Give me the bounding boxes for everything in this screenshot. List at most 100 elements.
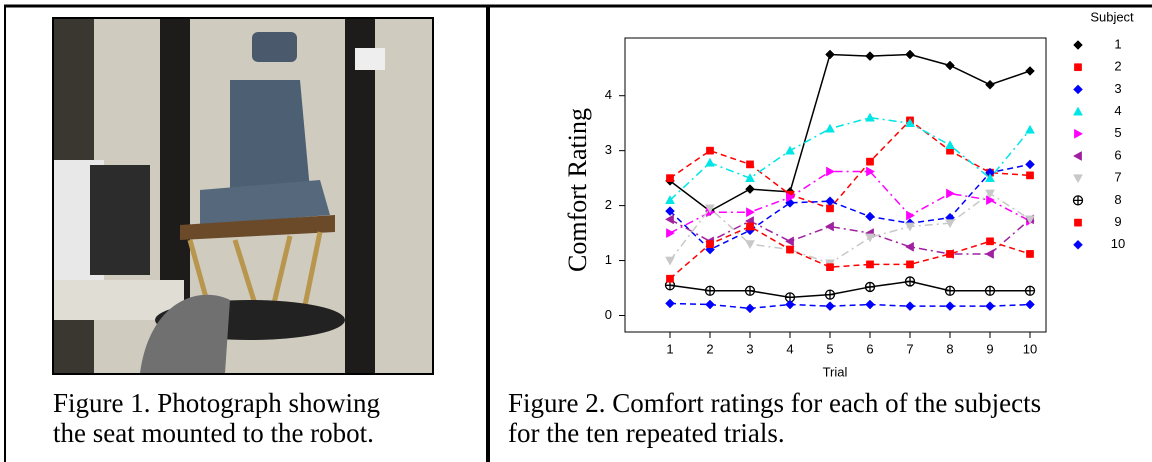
data-point	[865, 299, 875, 310]
legend-label: 4	[1114, 103, 1121, 118]
data-point	[746, 207, 756, 218]
legend-label: 6	[1114, 147, 1121, 162]
plot-frame	[624, 37, 1047, 333]
y-axis-label: Comfort Rating	[563, 108, 592, 272]
y-tick-label: 3	[605, 142, 612, 157]
photograph	[52, 17, 434, 375]
data-point	[984, 285, 996, 296]
data-point	[825, 49, 835, 60]
data-point	[1025, 299, 1035, 310]
data-point	[824, 289, 836, 300]
data-point	[744, 285, 756, 296]
figure-caption: for the ten repeated trials.	[508, 418, 785, 448]
y-tick-label: 2	[605, 197, 612, 212]
legend-marker	[1074, 63, 1082, 72]
data-point	[665, 206, 675, 216]
data-point	[745, 184, 755, 194]
y-tick-label: 0	[605, 307, 612, 322]
data-point	[785, 145, 795, 155]
data-point	[666, 174, 674, 182]
data-point	[706, 240, 714, 248]
data-point	[905, 118, 915, 128]
data-point	[1024, 285, 1036, 296]
legend-label: 1	[1114, 36, 1121, 51]
data-point	[1025, 215, 1035, 225]
x-tick-label: 10	[1023, 341, 1037, 356]
data-point	[865, 112, 875, 122]
data-point	[705, 204, 715, 214]
data-point	[1026, 171, 1034, 180]
data-point	[665, 256, 675, 266]
data-point	[666, 228, 676, 239]
y-tick-label: 4	[605, 87, 612, 102]
data-point	[906, 260, 914, 269]
x-axis-label: Trial	[823, 364, 848, 379]
data-point	[665, 195, 675, 204]
figure-caption: Figure 1. Photograph showing	[53, 388, 380, 418]
figure-caption: Figure 2. Comfort ratings for each of th…	[508, 388, 1041, 418]
data-point	[906, 210, 916, 221]
series-line	[669, 192, 1031, 265]
legend-marker	[1072, 151, 1082, 161]
legend-marker	[1074, 218, 1082, 227]
data-point	[1025, 66, 1035, 76]
data-point	[664, 214, 674, 225]
legend-label: 5	[1114, 125, 1121, 140]
data-point	[705, 157, 715, 167]
data-point	[826, 263, 834, 272]
data-point	[866, 166, 876, 177]
series-line	[669, 116, 1031, 201]
data-point	[985, 301, 995, 312]
data-point	[704, 285, 716, 296]
data-point	[865, 211, 875, 222]
data-point	[665, 298, 675, 309]
data-point	[985, 189, 995, 199]
series-line	[669, 218, 1031, 255]
data-point	[745, 173, 755, 182]
data-point	[825, 196, 835, 207]
x-tick-label: 5	[826, 341, 833, 356]
x-tick-label: 1	[666, 341, 673, 356]
x-tick-label: 8	[946, 341, 953, 356]
data-point	[866, 157, 874, 166]
series-line	[669, 163, 1031, 251]
data-point	[984, 249, 994, 259]
data-point	[985, 79, 995, 90]
data-point	[904, 276, 916, 287]
data-point	[946, 188, 956, 199]
figure-caption: the seat mounted to the robot.	[53, 418, 374, 448]
series-line	[669, 170, 1031, 234]
x-tick-label: 2	[706, 341, 713, 356]
data-point	[705, 244, 715, 255]
data-point	[905, 222, 915, 232]
data-point	[865, 51, 875, 61]
data-point	[945, 60, 955, 71]
series-line	[669, 302, 1031, 310]
x-tick-label: 9	[986, 341, 993, 356]
data-point	[905, 301, 915, 312]
x-tick-label: 3	[746, 341, 753, 356]
legend-label: 3	[1114, 81, 1121, 96]
data-point	[946, 250, 954, 258]
legend-marker	[1073, 106, 1083, 116]
data-point	[905, 49, 915, 60]
data-point	[825, 123, 835, 133]
data-point	[666, 274, 674, 283]
legend-marker	[1074, 128, 1084, 139]
data-point	[864, 281, 876, 293]
data-point	[985, 173, 995, 182]
data-point	[785, 299, 795, 310]
data-point	[866, 260, 874, 269]
data-point	[745, 303, 755, 314]
data-point	[944, 285, 956, 296]
legend-label: 7	[1114, 170, 1121, 185]
data-point	[705, 299, 715, 310]
data-point	[945, 219, 955, 229]
y-tick-label: 1	[605, 252, 612, 267]
legend-marker	[1073, 174, 1083, 184]
series-line	[669, 119, 1031, 210]
series-line	[669, 53, 1031, 212]
data-point	[945, 301, 955, 312]
x-tick-label: 4	[786, 341, 793, 356]
